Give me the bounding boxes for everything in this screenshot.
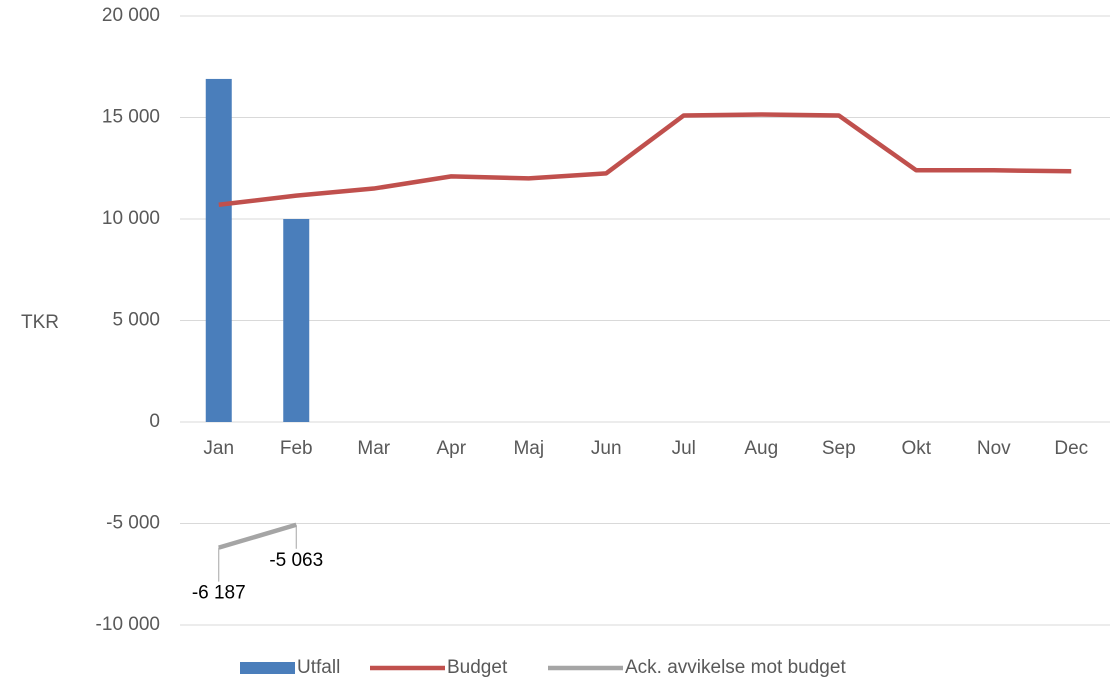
x-tick-label: Sep [822,438,856,459]
legend-label: Ack. avvikelse mot budget [625,657,846,678]
y-tick-label: -10 000 [96,614,160,635]
bar [205,78,232,423]
y-axis-label: TKR [21,312,59,333]
bar [283,219,310,422]
x-tick-label: Jul [672,438,696,459]
x-tick-label: Jun [591,438,622,459]
y-tick-label: 5 000 [112,310,160,331]
data-label: -6 187 [192,583,246,604]
legend-swatch [240,662,295,674]
y-tick-label: 20 000 [102,5,160,26]
x-tick-label: Dec [1054,438,1088,459]
legend-label: Budget [447,657,508,678]
x-tick-label: Maj [513,438,544,459]
x-tick-label: Aug [744,438,778,459]
legend-label: Utfall [297,657,340,678]
x-tick-label: Jan [203,438,234,459]
x-tick-label: Mar [357,438,390,459]
y-tick-label: -5 000 [106,513,160,534]
x-tick-label: Apr [436,438,466,459]
line [218,112,1072,208]
x-tick-label: Okt [901,438,931,459]
x-tick-label: Feb [280,438,313,459]
data-label: -5 063 [269,550,323,571]
y-tick-label: 15 000 [102,107,160,128]
y-tick-label: 0 [149,411,160,432]
y-tick-label: 10 000 [102,208,160,229]
line [218,522,297,550]
x-tick-label: Nov [977,438,1011,459]
